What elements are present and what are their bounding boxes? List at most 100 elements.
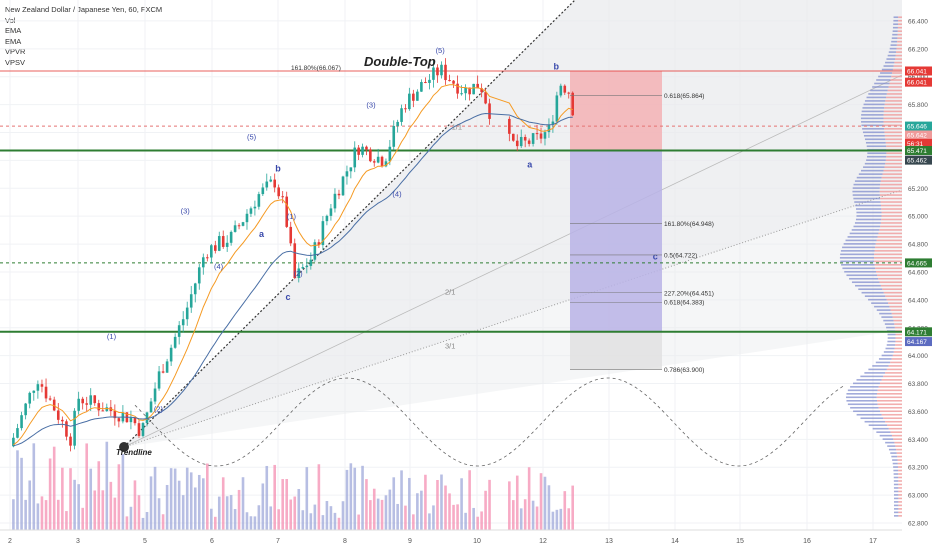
legend-ema-1[interactable]: EMA <box>5 26 22 35</box>
candle-body <box>305 265 309 268</box>
profile-bar-down <box>875 246 902 249</box>
candle-body <box>412 93 415 101</box>
candle-body <box>173 336 177 348</box>
profile-bar-up <box>853 183 881 186</box>
profile-bar-up <box>856 176 882 179</box>
cycle-lines <box>134 377 846 467</box>
price-badge <box>905 121 932 131</box>
profile-bar-down <box>884 131 902 134</box>
profile-bar-up <box>868 368 887 371</box>
volume-bar <box>436 480 439 530</box>
candle-body <box>384 161 388 167</box>
profile-bar-down <box>891 75 902 78</box>
time-tick-label: 14 <box>671 538 679 545</box>
candle-body <box>293 243 297 279</box>
cycle-wave <box>134 377 846 467</box>
profile-bar-up <box>878 75 892 78</box>
time-tick-label: 2 <box>8 538 12 545</box>
profile-bar-down <box>884 128 902 130</box>
volume-bar <box>285 479 289 530</box>
profile-bar-down <box>894 326 902 329</box>
profile-bar-up <box>864 100 886 102</box>
candle-body <box>36 384 40 391</box>
gann-fan <box>123 0 903 448</box>
candle-body <box>153 388 157 402</box>
profile-bar-down <box>885 295 902 297</box>
profile-bar-down <box>898 16 902 19</box>
candle-body <box>253 206 257 209</box>
volume-bar <box>305 467 309 530</box>
time-axis: 2 3 5 6 7 8 9 10 12 13 14 15 16 17 <box>0 529 902 545</box>
candle-body <box>353 147 357 168</box>
profile-bar-up <box>866 159 886 161</box>
profile-bar-down <box>895 333 902 336</box>
candle-body <box>424 82 427 84</box>
wave-labels: (1) (2) (3) (4) (5) b a (1) (2) c (3) (4) (5) a b c 1/1 2… <box>107 46 658 413</box>
profile-bar-up <box>862 131 885 134</box>
price-tick-label: 63.000 <box>908 493 928 500</box>
profile-bar-up <box>882 438 894 440</box>
volume-bar <box>249 516 253 530</box>
profile-bar-up <box>893 466 899 468</box>
candle-body <box>436 67 439 76</box>
profile-bar-up <box>847 389 878 392</box>
profile-bar-down <box>891 434 902 437</box>
profile-bar-down <box>897 30 902 32</box>
volume-bar <box>32 443 36 530</box>
price-badge-label: 56:31 <box>907 141 924 148</box>
profile-bar-up <box>847 403 878 406</box>
fib-161-top-label: 161.80%(66.067) <box>291 65 341 72</box>
wave-label: (1) <box>107 332 117 341</box>
candle-body <box>137 423 141 436</box>
candle-body <box>245 213 249 223</box>
profile-bar-up <box>891 455 898 458</box>
profile-bar-up <box>891 40 898 43</box>
candle-body <box>480 88 483 93</box>
volume-bar <box>65 511 68 530</box>
volume-bar <box>293 496 297 530</box>
profile-bar-up <box>893 511 899 514</box>
legend-vpsv[interactable]: VPSV <box>5 57 26 67</box>
profile-bar-down <box>881 379 902 381</box>
volume-bar <box>141 517 145 530</box>
profile-bar-up <box>846 274 878 277</box>
profile-bar-down <box>891 312 902 315</box>
volume-bar <box>452 504 455 530</box>
fib-label: 0.618(65.864) <box>664 93 704 100</box>
profile-bar-down <box>881 413 902 416</box>
profile-bar-down <box>890 431 902 433</box>
profile-bar-down <box>898 483 902 486</box>
profile-bar-down <box>894 61 902 64</box>
legend-vpvr[interactable]: VPVR <box>5 47 26 56</box>
candle-body <box>472 83 475 95</box>
profile-bar-up <box>852 190 880 193</box>
legend-ema-2[interactable]: EMA <box>5 36 22 46</box>
profile-bar-down <box>877 403 902 406</box>
candle-body <box>313 242 317 260</box>
profile-bar-up <box>888 51 897 53</box>
profile-bar-down <box>884 103 902 106</box>
volume-bar <box>428 513 431 530</box>
profile-bar-down <box>877 399 902 402</box>
profile-bar-down <box>888 86 902 88</box>
candle-body <box>233 225 237 232</box>
volume-bar <box>56 499 60 530</box>
candle-body <box>149 401 153 413</box>
candle-body <box>165 361 169 373</box>
candle-body <box>488 103 491 119</box>
profile-bar-up <box>874 305 890 308</box>
profile-bar-up <box>872 427 889 430</box>
candle-body <box>543 132 547 139</box>
volume-bar <box>365 479 368 530</box>
candle-body <box>157 371 161 389</box>
profile-bar-down <box>886 93 902 95</box>
volume-bar <box>129 506 133 530</box>
volume-bar <box>333 512 337 530</box>
volume-bar <box>444 485 447 530</box>
ema-lines <box>13 84 573 447</box>
profile-bar-down <box>896 44 902 46</box>
volume-bar <box>101 490 105 530</box>
profile-bar-up <box>839 257 875 259</box>
candle-body <box>349 167 353 172</box>
